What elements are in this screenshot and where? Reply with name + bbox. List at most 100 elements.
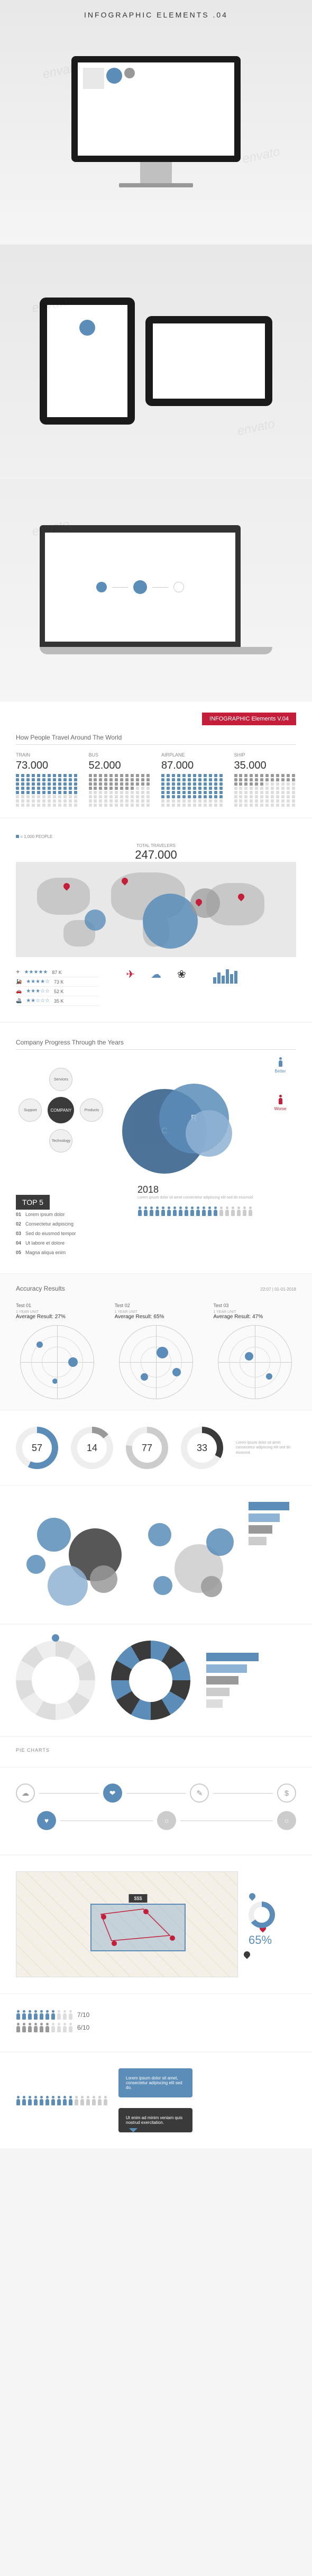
bubble bbox=[206, 1528, 234, 1556]
accuracy-col: Test 031 YEAR UNITAverage Result: 47% bbox=[213, 1303, 296, 1399]
flow-node: ○ bbox=[277, 1811, 296, 1830]
street-map: $$$ bbox=[16, 1871, 238, 1977]
company-title: Company Progress Through the Years bbox=[16, 1039, 296, 1050]
venn-diagram: CR bbox=[122, 1068, 238, 1163]
hero-laptop: envato bbox=[0, 479, 312, 701]
hbar bbox=[249, 1525, 272, 1534]
rating-row: 🚗★★★☆☆52 K bbox=[16, 987, 99, 996]
monitor-mockup bbox=[71, 56, 241, 187]
accuracy-meta: 22:07 | 01-01-2018 bbox=[261, 1287, 296, 1292]
person-icon bbox=[196, 1206, 200, 1216]
person-icon bbox=[27, 2096, 32, 2105]
person-icon bbox=[231, 1206, 235, 1216]
hbar bbox=[249, 1502, 289, 1510]
map-pin bbox=[248, 1892, 257, 1901]
hero-tablets: envato envato bbox=[0, 245, 312, 478]
flow-node: ♥ bbox=[37, 1811, 56, 1830]
final-section: Lorem ipsum dolor sit amet, consectetur … bbox=[0, 2052, 312, 2148]
person-icon bbox=[190, 1206, 195, 1216]
person-icon bbox=[33, 2096, 38, 2105]
rating-row: 6/10 bbox=[16, 2023, 296, 2032]
hbar bbox=[249, 1514, 280, 1522]
bubble-cluster-1 bbox=[16, 1502, 111, 1608]
person-icon bbox=[62, 2096, 67, 2105]
person-icon bbox=[39, 2096, 44, 2105]
rating-row: ✈★★★★★87 K bbox=[16, 968, 99, 977]
flow-node: ☁ bbox=[16, 1784, 35, 1803]
person-icon bbox=[248, 1206, 253, 1216]
legend-label: = 1,000 PEOPLE bbox=[20, 834, 52, 839]
person-icon bbox=[278, 1095, 283, 1104]
speech-1: Lorem ipsum dolor sit amet, consectetur … bbox=[118, 2068, 192, 2097]
cross-arm-top: Services bbox=[49, 1068, 72, 1091]
cross-diagram: COMPANY Services Products Technology Sup… bbox=[19, 1068, 103, 1152]
better-label: Better bbox=[264, 1069, 296, 1074]
total-label: TOTAL TRAVELERS bbox=[136, 843, 176, 848]
mini-chart bbox=[213, 968, 296, 984]
world-map bbox=[16, 862, 296, 957]
accuracy-section: Accuracy Results 22:07 | 01-01-2018 Test… bbox=[0, 1274, 312, 1410]
flow-section: ☁❤✎$ ♥○○ bbox=[0, 1768, 312, 1854]
rating-row: 🚢★★☆☆☆35 K bbox=[16, 996, 99, 1006]
person-icon bbox=[149, 1206, 154, 1216]
rating-row: 🚂★★★★☆73 K bbox=[16, 977, 99, 987]
bubble-section bbox=[0, 1486, 312, 1624]
cross-arm-right: Products bbox=[80, 1098, 103, 1122]
tablet-1 bbox=[40, 298, 135, 425]
map-icon: ☁ bbox=[151, 968, 161, 1006]
map-icon: ❀ bbox=[177, 968, 186, 1006]
radial-bars bbox=[206, 1653, 264, 1708]
person-icon bbox=[97, 2096, 102, 2105]
donut-chart: 33 bbox=[181, 1427, 223, 1469]
map2-section: $$$ 65% bbox=[0, 1856, 312, 1993]
rating-row: 7/10 bbox=[16, 2010, 296, 2020]
hero-monitor: INFOGRAPHIC ELEMENTS .04 envato envato bbox=[0, 0, 312, 244]
person-icon bbox=[86, 2096, 90, 2105]
cross-center: COMPANY bbox=[48, 1097, 74, 1123]
person-icon bbox=[22, 2096, 26, 2105]
hbar bbox=[206, 1653, 259, 1661]
rating-section: 7/10 6/10 bbox=[0, 1994, 312, 2051]
hbar bbox=[206, 1676, 238, 1685]
person-icon bbox=[207, 1206, 212, 1216]
flow-node: $ bbox=[277, 1784, 296, 1803]
map-dot bbox=[101, 1914, 106, 1920]
person-icon bbox=[143, 1206, 148, 1216]
person-icon bbox=[51, 2096, 56, 2105]
hbar bbox=[206, 1699, 223, 1708]
map2-pct: 65% bbox=[249, 1933, 296, 1947]
travel-item: TRAIN73.000 bbox=[16, 752, 78, 807]
speech-2: Ut enim ad minim veniam quis nostrud exe… bbox=[118, 2108, 192, 2132]
person-icon bbox=[219, 1206, 224, 1216]
map-icon: ✈ bbox=[126, 968, 135, 1006]
bubble bbox=[148, 1523, 171, 1546]
donut-chart: 77 bbox=[126, 1427, 168, 1469]
accuracy-col: Test 021 YEAR UNITAverage Result: 65% bbox=[115, 1303, 198, 1399]
person-icon bbox=[68, 2096, 73, 2105]
person-icon bbox=[178, 1206, 183, 1216]
top5-row: 04 Ut labore et dolore bbox=[16, 1238, 122, 1248]
person-icon bbox=[57, 2096, 61, 2105]
travel-item: BUS52.000 bbox=[89, 752, 151, 807]
travel-title: How People Travel Around The World bbox=[16, 734, 296, 745]
bubble bbox=[48, 1565, 88, 1606]
person-icon bbox=[184, 1206, 189, 1216]
tablet-2 bbox=[145, 316, 272, 406]
top5-title: TOP 5 bbox=[16, 1195, 50, 1210]
cross-arm-bottom: Technology bbox=[49, 1129, 72, 1152]
flow-node: ✎ bbox=[190, 1784, 209, 1803]
person-icon bbox=[45, 2096, 50, 2105]
cross-arm-left: Support bbox=[19, 1098, 42, 1122]
accuracy-col: Test 011 YEAR UNITAverage Result: 27% bbox=[16, 1303, 99, 1399]
worse-label: Worse bbox=[264, 1106, 296, 1111]
person-icon bbox=[137, 1206, 142, 1216]
final-people bbox=[16, 2096, 108, 2105]
people-row bbox=[137, 1206, 296, 1216]
person-icon bbox=[201, 1206, 206, 1216]
top5-row: 05 Magna aliqua enim bbox=[16, 1248, 122, 1257]
person-icon bbox=[16, 2096, 21, 2105]
map-dot bbox=[112, 1941, 117, 1946]
accuracy-title: Accuracy Results bbox=[16, 1285, 65, 1295]
donut-chart: 14 bbox=[71, 1427, 113, 1469]
person-icon bbox=[225, 1206, 230, 1216]
